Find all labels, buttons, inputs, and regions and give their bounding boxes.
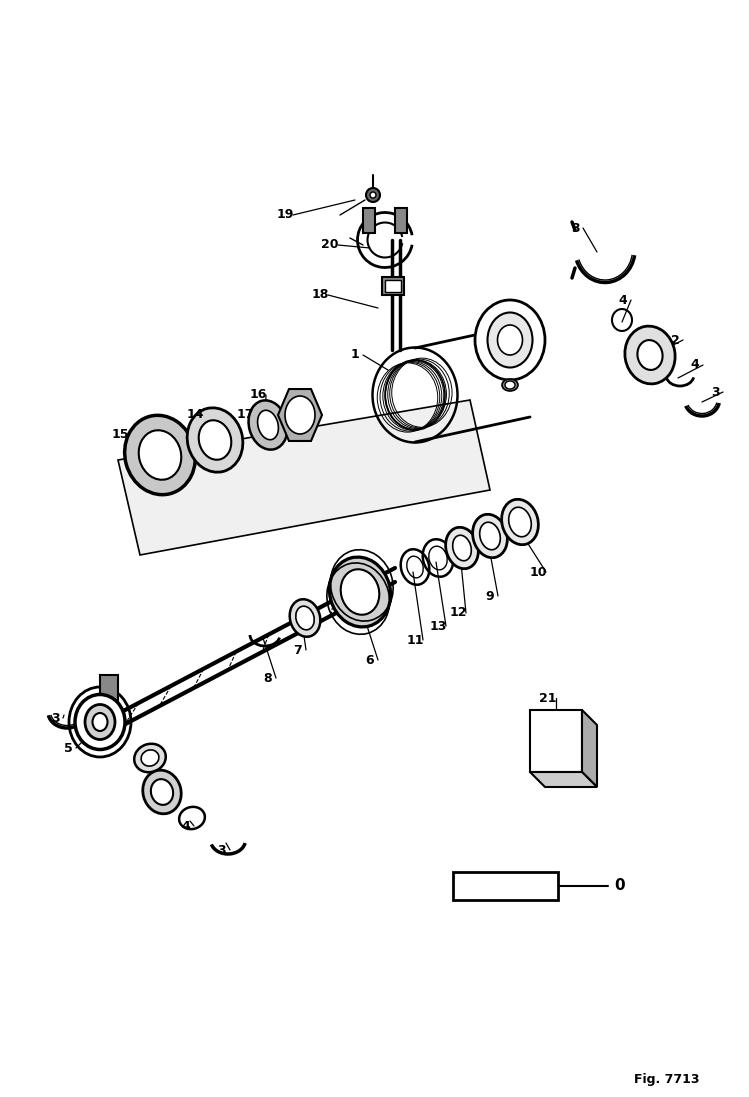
Text: 5: 5 bbox=[64, 742, 73, 755]
Bar bbox=[530, 710, 582, 772]
Bar bbox=[385, 280, 401, 292]
Polygon shape bbox=[582, 710, 597, 787]
Text: 4: 4 bbox=[181, 819, 190, 833]
Ellipse shape bbox=[637, 340, 663, 370]
Ellipse shape bbox=[505, 381, 515, 389]
Text: 9: 9 bbox=[485, 589, 494, 602]
Text: 11: 11 bbox=[406, 633, 424, 646]
Text: 3: 3 bbox=[711, 385, 719, 398]
Ellipse shape bbox=[497, 325, 523, 355]
Ellipse shape bbox=[446, 528, 479, 568]
Ellipse shape bbox=[330, 557, 390, 626]
Ellipse shape bbox=[143, 770, 181, 814]
Ellipse shape bbox=[258, 410, 279, 440]
Ellipse shape bbox=[625, 326, 675, 384]
Ellipse shape bbox=[134, 744, 166, 772]
Text: 13: 13 bbox=[429, 620, 446, 633]
Ellipse shape bbox=[479, 522, 500, 550]
Ellipse shape bbox=[296, 607, 315, 630]
Ellipse shape bbox=[341, 569, 379, 614]
Ellipse shape bbox=[502, 378, 518, 391]
Polygon shape bbox=[118, 400, 490, 555]
Text: 15: 15 bbox=[112, 429, 129, 441]
Ellipse shape bbox=[475, 299, 545, 380]
Circle shape bbox=[366, 188, 380, 202]
Ellipse shape bbox=[473, 514, 507, 557]
Ellipse shape bbox=[198, 420, 231, 460]
Text: 2: 2 bbox=[670, 333, 679, 347]
Text: 4: 4 bbox=[691, 359, 700, 372]
Ellipse shape bbox=[509, 507, 531, 536]
Ellipse shape bbox=[452, 535, 471, 561]
Text: 16: 16 bbox=[249, 388, 267, 402]
Bar bbox=[363, 208, 375, 233]
Bar bbox=[395, 208, 407, 233]
Text: 14: 14 bbox=[187, 408, 204, 421]
Text: 19: 19 bbox=[276, 208, 294, 222]
Text: 0: 0 bbox=[615, 879, 625, 893]
Ellipse shape bbox=[290, 599, 321, 636]
Ellipse shape bbox=[502, 499, 539, 545]
Text: 12: 12 bbox=[449, 607, 467, 620]
Polygon shape bbox=[278, 389, 322, 441]
Bar bbox=[453, 872, 558, 900]
Ellipse shape bbox=[139, 430, 181, 479]
Text: 21: 21 bbox=[539, 691, 557, 704]
Text: 8: 8 bbox=[264, 671, 273, 685]
Ellipse shape bbox=[285, 396, 315, 434]
Ellipse shape bbox=[151, 779, 173, 805]
Text: 3: 3 bbox=[571, 222, 579, 235]
Text: 20: 20 bbox=[321, 238, 339, 251]
Text: 18: 18 bbox=[312, 289, 329, 302]
Text: 6: 6 bbox=[366, 654, 374, 667]
Text: 2: 2 bbox=[145, 792, 154, 804]
Bar bbox=[382, 278, 404, 295]
Text: 4: 4 bbox=[144, 756, 152, 769]
Ellipse shape bbox=[85, 704, 115, 739]
Text: Fig. 7713: Fig. 7713 bbox=[634, 1074, 700, 1086]
Ellipse shape bbox=[75, 694, 125, 749]
Polygon shape bbox=[530, 772, 597, 787]
Ellipse shape bbox=[141, 750, 159, 766]
Text: 3: 3 bbox=[51, 712, 59, 724]
Text: Assembly: Assembly bbox=[468, 879, 543, 893]
Bar bbox=[100, 675, 118, 710]
Text: 4: 4 bbox=[619, 294, 628, 306]
Text: 3: 3 bbox=[218, 844, 226, 857]
Text: 17: 17 bbox=[236, 408, 254, 421]
Text: 1: 1 bbox=[351, 349, 360, 362]
Text: 7: 7 bbox=[294, 644, 303, 656]
Ellipse shape bbox=[124, 416, 195, 495]
Circle shape bbox=[370, 192, 376, 197]
Ellipse shape bbox=[92, 713, 108, 731]
Ellipse shape bbox=[187, 408, 243, 472]
Ellipse shape bbox=[488, 313, 533, 367]
Ellipse shape bbox=[249, 400, 288, 450]
Text: 10: 10 bbox=[530, 565, 547, 578]
